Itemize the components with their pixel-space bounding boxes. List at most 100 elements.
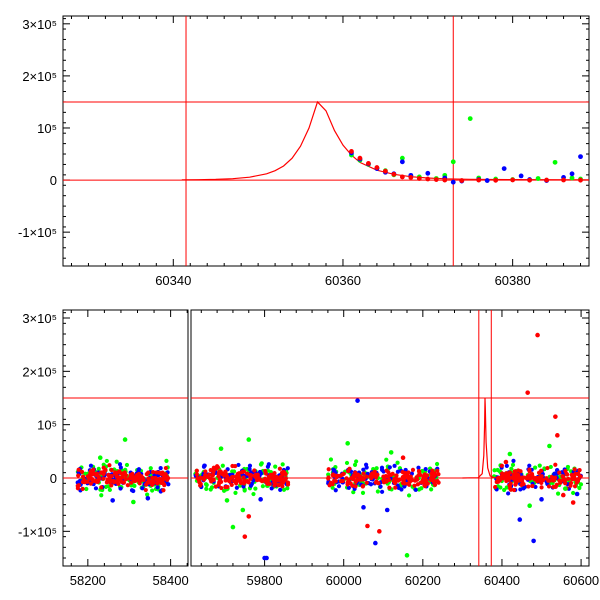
top-data-point bbox=[382, 168, 388, 174]
bottom-data-point bbox=[241, 484, 246, 489]
bottom-data-point bbox=[557, 470, 562, 475]
bottom-data-point bbox=[209, 485, 215, 490]
top-data-point bbox=[399, 174, 405, 180]
bottom-data-point bbox=[272, 483, 277, 488]
top-data-point bbox=[442, 177, 448, 183]
top-data-point bbox=[408, 175, 414, 180]
bottom-data-point bbox=[280, 484, 285, 489]
bottom-data-point bbox=[109, 467, 114, 473]
top-x-tick-label: 60380 bbox=[495, 273, 531, 288]
bottom-data-point bbox=[76, 473, 81, 478]
bottom-outlier-point bbox=[345, 441, 350, 446]
bottom-data-point bbox=[341, 471, 346, 476]
bottom-data-point bbox=[202, 463, 207, 468]
bottom-data-point bbox=[568, 483, 573, 488]
bottom-data-point bbox=[219, 485, 224, 491]
bottom-data-point bbox=[247, 463, 253, 468]
bottom-data-point bbox=[263, 476, 268, 481]
top-data-point bbox=[416, 176, 422, 181]
bottom-data-point bbox=[88, 481, 93, 486]
bottom-x-tick-label: 60000 bbox=[326, 573, 362, 588]
bottom-data-point bbox=[285, 482, 291, 487]
bottom-data-point bbox=[383, 474, 388, 479]
bottom-data-point bbox=[267, 481, 272, 487]
bottom-reference-lines-right bbox=[191, 310, 589, 566]
bottom-data-point bbox=[508, 486, 513, 491]
bottom-outlier-point bbox=[218, 446, 224, 451]
bottom-data-point bbox=[197, 480, 202, 485]
bottom-data-point bbox=[333, 488, 338, 493]
bottom-data-point bbox=[402, 484, 407, 489]
bottom-data-point bbox=[328, 457, 334, 462]
bottom-y-tick-label: 2×10⁵ bbox=[22, 364, 57, 379]
bottom-data-point bbox=[273, 464, 278, 469]
bottom-data-point bbox=[511, 458, 516, 463]
bottom-outlier-point bbox=[388, 450, 394, 455]
bottom-data-point bbox=[248, 476, 253, 481]
bottom-x-tick-label: 59800 bbox=[247, 573, 283, 588]
bottom-data-point bbox=[131, 488, 136, 494]
bottom-data-point bbox=[374, 475, 379, 480]
top-data-point bbox=[578, 177, 583, 183]
bottom-data-point bbox=[344, 476, 349, 481]
bottom-data-point bbox=[132, 483, 137, 488]
bottom-data-point bbox=[379, 467, 385, 472]
bottom-outlier-point bbox=[562, 486, 568, 491]
top-y-tick-label: 2×10⁵ bbox=[22, 69, 57, 84]
bottom-data-point bbox=[435, 468, 440, 473]
bottom-x-tick-label: 60200 bbox=[405, 573, 441, 588]
bottom-data-point bbox=[118, 465, 123, 470]
bottom-outlier-point bbox=[400, 455, 406, 461]
bottom-outlier-point bbox=[246, 437, 252, 442]
bottom-data-point bbox=[260, 479, 265, 484]
bottom-data-point bbox=[266, 474, 271, 479]
bottom-data-point bbox=[203, 472, 208, 478]
bottom-data-point bbox=[114, 459, 119, 464]
bottom-data-point bbox=[134, 478, 139, 483]
bottom-outlier-point bbox=[517, 517, 523, 522]
bottom-outlier-point bbox=[574, 491, 580, 497]
bottom-data-point bbox=[231, 469, 237, 474]
bottom-panel-full: -1×10⁵ 0 10⁵ 2×10⁵ 3×10⁵ 58200 58400 59800 60000… bbox=[18, 309, 599, 588]
bottom-data-point bbox=[520, 479, 525, 484]
bottom-outlier-point bbox=[384, 507, 390, 513]
bottom-data-point bbox=[384, 479, 389, 484]
bottom-data-point bbox=[422, 472, 427, 477]
bottom-data-point bbox=[546, 478, 551, 483]
bottom-data-point bbox=[241, 475, 246, 480]
top-data-point bbox=[561, 177, 566, 183]
bottom-data-point bbox=[143, 487, 148, 493]
bottom-data-point bbox=[429, 471, 434, 476]
top-data-point bbox=[357, 155, 363, 161]
bottom-data-point bbox=[370, 471, 375, 476]
bottom-data-point bbox=[229, 482, 234, 488]
bottom-outlier-point bbox=[242, 534, 248, 539]
bottom-data-point bbox=[495, 467, 500, 473]
bottom-data-point bbox=[285, 466, 290, 471]
bottom-data-point bbox=[360, 484, 365, 489]
bottom-outlier-point bbox=[404, 553, 410, 558]
bottom-data-point bbox=[213, 484, 218, 489]
bottom-data-point bbox=[425, 481, 430, 486]
bottom-data-point bbox=[99, 485, 104, 490]
top-y-tick-label: 10⁵ bbox=[37, 121, 57, 136]
bottom-model-curve-line bbox=[462, 397, 503, 479]
bottom-data-point bbox=[150, 475, 155, 481]
bottom-data-point bbox=[150, 488, 155, 493]
bottom-data-point bbox=[399, 487, 404, 492]
top-panel-frame bbox=[62, 15, 590, 267]
bottom-data-point bbox=[101, 462, 106, 467]
bottom-data-point bbox=[280, 462, 285, 467]
bottom-data-point bbox=[360, 490, 366, 495]
bottom-data-point bbox=[117, 469, 122, 474]
bottom-data-point bbox=[140, 475, 145, 480]
bottom-data-point bbox=[533, 465, 538, 470]
bottom-data-point bbox=[511, 476, 517, 481]
top-model-curve-line bbox=[181, 100, 589, 181]
bottom-outlier-point bbox=[355, 398, 360, 403]
bottom-data-point bbox=[91, 471, 96, 476]
bottom-data-point bbox=[80, 486, 85, 491]
bottom-outlier-point bbox=[224, 498, 230, 503]
top-x-tick-label: 60360 bbox=[325, 273, 361, 288]
bottom-data-point bbox=[577, 485, 582, 491]
